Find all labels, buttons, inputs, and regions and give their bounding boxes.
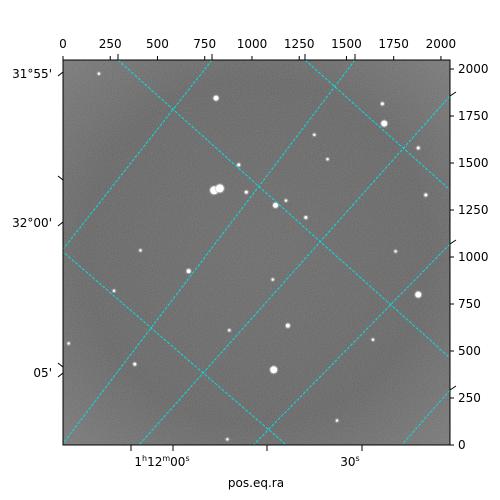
source-point: [244, 190, 248, 194]
source-point: [67, 342, 70, 345]
source-point: [97, 72, 101, 75]
grid-line: [63, 60, 356, 445]
top-tick-label: 750: [193, 37, 216, 51]
source-point: [380, 102, 384, 106]
plot-frame: [62, 59, 451, 446]
source-point: [304, 216, 308, 220]
right-tick-label: 500: [458, 344, 481, 358]
dec-label-3: 05': [33, 366, 52, 380]
source-point: [215, 184, 224, 193]
source-point: [284, 199, 288, 202]
dec-label-2: 32°00': [12, 216, 52, 230]
ra-label-2: 30s: [340, 454, 359, 469]
ra-label-1: 1h12m00s: [134, 454, 189, 469]
source-point: [313, 133, 316, 137]
source-point: [285, 323, 290, 328]
sources-layer: [66, 71, 429, 442]
source-point: [213, 95, 219, 101]
top-tick-label: 500: [146, 37, 169, 51]
source-point: [270, 366, 278, 374]
source-point: [228, 329, 231, 332]
source-point: [394, 250, 397, 253]
source-point: [133, 362, 137, 366]
source-point: [186, 269, 191, 274]
top-tick-label: 1500: [331, 37, 362, 51]
top-tick-label: 1000: [237, 37, 268, 51]
source-point: [371, 338, 375, 341]
top-tick-label: 0: [59, 37, 67, 51]
source-point: [226, 438, 229, 441]
top-tick-label: 1250: [284, 37, 315, 51]
dec-ticks: [57, 71, 457, 391]
source-point: [139, 249, 142, 252]
source-point: [416, 146, 420, 150]
source-point: [271, 278, 274, 281]
top-pixel-axis: 0 250 500 750 1000 1250 1500 1750 2000: [59, 37, 456, 60]
right-tick-label: 0: [458, 438, 466, 452]
grid-line: [304, 60, 450, 191]
source-point: [415, 291, 422, 298]
source-point: [326, 158, 329, 161]
right-tick-label: 1250: [458, 203, 489, 217]
source-point: [273, 202, 279, 208]
grid-line: [117, 60, 450, 359]
right-pixel-axis: 0 250 500 750 1000 1250 1500 1750 2000: [450, 62, 489, 452]
source-point: [335, 419, 339, 422]
top-tick-label: 250: [99, 37, 122, 51]
top-tick-label: 1750: [378, 37, 409, 51]
grid-line: [252, 243, 450, 445]
grid-line: [63, 60, 213, 251]
dec-label-1: 31°55': [12, 67, 52, 81]
source-point: [381, 120, 388, 127]
coordinate-grid: [63, 60, 450, 445]
right-tick-label: 1000: [458, 250, 489, 264]
plot-area: [62, 59, 451, 446]
image-noise: [63, 60, 450, 445]
grid-line: [63, 251, 288, 445]
right-tick-label: 250: [458, 391, 481, 405]
ra-ticks: [117, 54, 363, 451]
source-point: [424, 193, 428, 197]
source-point: [112, 289, 116, 293]
right-tick-label: 2000: [458, 62, 489, 76]
source-point: [237, 163, 241, 167]
right-tick-label: 1750: [458, 109, 489, 123]
right-tick-label: 750: [458, 297, 481, 311]
grid-line: [138, 95, 450, 445]
top-tick-label: 2000: [426, 37, 457, 51]
x-axis-label: pos.eq.ra: [228, 476, 284, 490]
right-tick-label: 1500: [458, 156, 489, 170]
